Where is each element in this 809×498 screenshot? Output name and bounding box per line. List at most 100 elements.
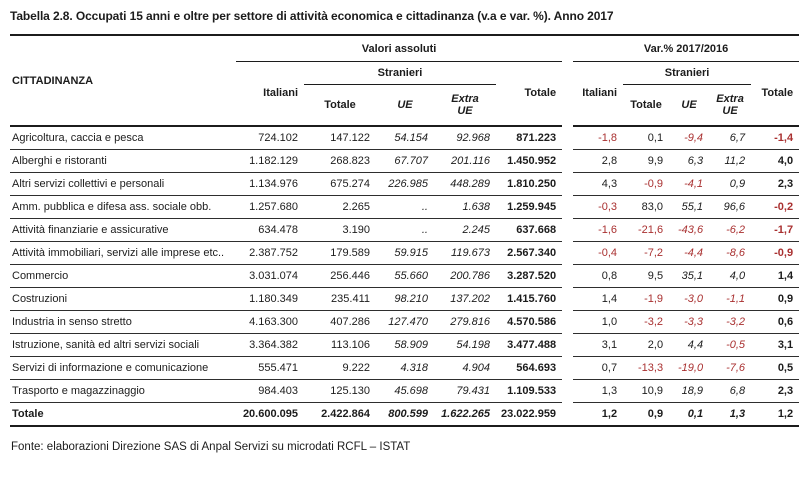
absolute-value: 448.289 [434,172,496,196]
variation-value: -0,2 [751,195,800,219]
variation-value: -4,1 [669,172,710,196]
absolute-value: 1.450.952 [496,149,563,173]
variation-value: -8,6 [709,241,752,265]
variation-value: 9,9 [623,149,670,173]
absolute-value: 2.265 [304,195,376,219]
variation-value: -0,5 [709,333,752,357]
table-row: Industria in senso stretto 4.163.300 407.2… [10,310,800,334]
group-header-stranieri-var: Stranieri [623,61,752,85]
absolute-value: 1.180.349 [236,287,304,311]
absolute-value: 268.823 [304,149,376,173]
col-header-italiani-va: Italiani [236,61,304,127]
header-row-stranieri: Italiani Stranieri Totale Italiani Stran… [10,61,800,127]
variation-value: -7,2 [623,241,670,265]
column-gap [562,219,573,242]
header-row-subcolumns: Totale UE Extra UE Totale UE Extra UE [10,84,799,127]
variation-value: 0,6 [751,310,800,334]
variation-value: 6,8 [709,379,752,403]
col-header-totale-va: Totale [496,61,563,127]
absolute-value: 1.182.129 [236,149,304,173]
variation-value: -7,6 [709,356,752,380]
absolute-value: 113.106 [304,333,376,357]
absolute-value: 58.909 [376,333,434,357]
variation-value: 1,2 [573,402,624,427]
absolute-value: 125.130 [304,379,376,403]
absolute-value: 4.904 [434,356,496,380]
absolute-value: 4.570.586 [496,310,563,334]
column-gap [562,150,573,173]
column-gap [562,311,573,334]
variation-value: 9,5 [623,264,670,288]
absolute-value: 2.567.340 [496,241,563,265]
variation-value: 6,3 [669,149,710,173]
absolute-value: 79.431 [434,379,496,403]
table-row: Amm. pubblica e difesa ass. sociale obb.… [10,195,800,219]
col-header-stranieri-totale-var: Totale [623,84,670,127]
absolute-value: 119.673 [434,241,496,265]
absolute-value: 279.816 [434,310,496,334]
variation-value: 3,1 [751,333,800,357]
sector-label: Costruzioni [10,287,236,311]
table-row: Altri servizi collettivi e personali 1.13… [10,172,800,196]
absolute-value: 984.403 [236,379,304,403]
absolute-value: 137.202 [434,287,496,311]
column-gap [562,288,573,311]
absolute-value: 3.477.488 [496,333,563,357]
variation-value: 2,3 [751,379,800,403]
absolute-value: 127.470 [376,310,434,334]
absolute-value: 800.599 [376,402,434,427]
variation-value: -3,2 [709,310,752,334]
absolute-value: 1.638 [434,195,496,219]
employment-table: CITTADINANZA Valori assoluti Var.% 2017/… [10,34,800,427]
absolute-value: 4.318 [376,356,434,380]
column-gap [562,380,573,403]
variation-value: 55,1 [669,195,710,219]
sector-label: Amm. pubblica e difesa ass. sociale obb. [10,195,236,219]
sector-label: Altri servizi collettivi e personali [10,172,236,196]
col-header-italiani-var: Italiani [573,61,624,127]
absolute-value: 92.968 [434,126,496,150]
sector-label: Servizi di informazione e comunicazione [10,356,236,380]
table-row: Istruzione, sanità ed altri servizi soci… [10,333,800,357]
variation-value: 10,9 [623,379,670,403]
absolute-value: 2.387.752 [236,241,304,265]
absolute-value: 3.364.382 [236,333,304,357]
variation-value: 1,0 [573,310,624,334]
variation-value: -1,9 [623,287,670,311]
variation-value: 2,0 [623,333,670,357]
variation-value: 0,5 [751,356,800,380]
col-header-stranieri-totale-va: Totale [304,84,376,127]
variation-value: -4,4 [669,241,710,265]
extra-ue-label: Extra UE [451,92,479,117]
absolute-value: 4.163.300 [236,310,304,334]
table-row: Alberghi e ristoranti 1.182.129 268.823 67.… [10,149,800,173]
table-title: Tabella 2.8. Occupati 15 anni e oltre pe… [10,9,614,23]
absolute-value: 675.274 [304,172,376,196]
table-row: Agricoltura, caccia e pesca 724.102 147.12… [10,126,800,150]
variation-value: 0,1 [669,402,710,427]
source-note: Fonte: elaborazioni Direzione SAS di Anp… [11,441,411,453]
absolute-value: 1.134.976 [236,172,304,196]
absolute-value: .. [376,195,434,219]
variation-value: -21,6 [623,218,670,242]
variation-value: -0,4 [573,241,624,265]
variation-value: -3,3 [669,310,710,334]
absolute-value: 1.810.250 [496,172,563,196]
absolute-value: 226.985 [376,172,434,196]
column-gap [562,126,573,150]
table-row: Attività finanziarie e assicurative 634.4… [10,218,800,242]
table-row: Trasporto e magazzinaggio 984.403 125.130 4… [10,379,800,403]
absolute-value: 98.210 [376,287,434,311]
absolute-value: 724.102 [236,126,304,150]
variation-value: -43,6 [669,218,710,242]
group-header-variazione: Var.% 2017/2016 [573,35,800,62]
sector-label: Istruzione, sanità ed altri servizi soci… [10,333,236,357]
sector-label: Attività immobiliari, servizi alle impre… [10,241,236,265]
sector-label: Commercio [10,264,236,288]
variation-value: 1,3 [573,379,624,403]
absolute-value: 3.031.074 [236,264,304,288]
column-gap [562,402,574,427]
column-gap [562,242,573,265]
variation-value: 1,4 [751,264,800,288]
extra-ue-label: Extra UE [716,92,744,117]
